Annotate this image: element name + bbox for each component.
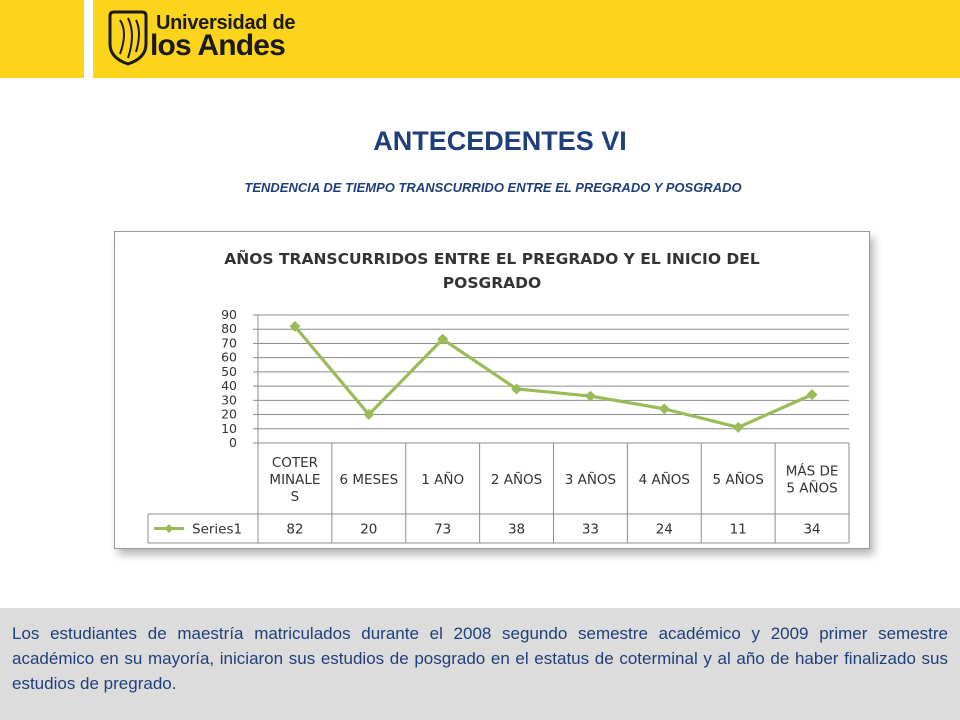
data-point xyxy=(732,421,744,433)
y-tick-label: 60 xyxy=(221,350,237,365)
x-category-label: S xyxy=(291,489,300,505)
page-subtitle: TENDENCIA DE TIEMPO TRANSCURRIDO ENTRE E… xyxy=(244,180,742,195)
legend-marker xyxy=(164,524,174,533)
y-tick-label: 30 xyxy=(221,392,237,407)
data-table-value: 34 xyxy=(803,522,820,538)
data-point xyxy=(584,390,596,402)
x-category-label: MÁS DE xyxy=(786,463,839,480)
series-line xyxy=(293,325,813,429)
data-point xyxy=(289,320,301,332)
data-table-value: 82 xyxy=(286,522,303,538)
y-tick-label: 80 xyxy=(221,321,237,336)
chart-container: AÑOS TRANSCURRIDOS ENTRE EL PREGRADO Y E… xyxy=(114,231,870,549)
y-tick-label: 0 xyxy=(229,435,237,450)
data-point xyxy=(806,389,818,401)
university-logo: Universidad de los Andes xyxy=(106,10,295,66)
logo-line2: los Andes xyxy=(150,29,286,62)
data-table-value: 38 xyxy=(508,522,525,538)
x-category-label: 4 AÑOS xyxy=(639,471,690,488)
x-category-label: COTER xyxy=(272,455,318,471)
legend-label: Series1 xyxy=(192,522,242,538)
header-band-left xyxy=(0,0,84,78)
crest-icon xyxy=(108,10,148,66)
y-tick-label: 40 xyxy=(221,378,237,393)
data-point xyxy=(437,333,449,345)
y-tick-label: 70 xyxy=(221,335,237,350)
chart-title: AÑOS TRANSCURRIDOS ENTRE EL PREGRADO Y E… xyxy=(224,249,760,268)
x-category-label: 3 AÑOS xyxy=(565,471,616,488)
data-table-value: 11 xyxy=(730,522,747,538)
y-tick-label: 20 xyxy=(221,407,237,422)
logo-line1: Universidad de xyxy=(156,12,296,34)
data-table-value: 20 xyxy=(360,522,377,538)
line-chart: AÑOS TRANSCURRIDOS ENTRE EL PREGRADO Y E… xyxy=(147,249,850,544)
x-category-label: 5 AÑOS xyxy=(786,480,837,497)
footer-panel: Los estudiantes de maestría matriculados… xyxy=(0,608,960,720)
data-point xyxy=(658,403,670,415)
chart-title: POSGRADO xyxy=(443,274,541,292)
y-tick-label: 50 xyxy=(221,364,237,379)
x-category-label: 1 AÑO xyxy=(421,471,464,488)
footer-text: Los estudiantes de maestría matriculados… xyxy=(12,624,948,693)
header-band xyxy=(93,0,960,78)
x-category-label: 2 AÑOS xyxy=(491,471,542,488)
data-table-value: 73 xyxy=(434,522,451,538)
x-category-label: 5 AÑOS xyxy=(712,471,763,488)
x-category-label: 6 MESES xyxy=(339,472,398,488)
y-tick-label: 90 xyxy=(221,307,237,322)
data-table-value: 33 xyxy=(582,522,599,538)
data-point xyxy=(363,409,375,421)
y-tick-label: 10 xyxy=(221,421,237,436)
data-point xyxy=(511,383,523,395)
page-title: ANTECEDENTES VI xyxy=(373,126,627,156)
x-category-label: MINALE xyxy=(269,472,320,488)
data-table-value: 24 xyxy=(656,522,673,538)
